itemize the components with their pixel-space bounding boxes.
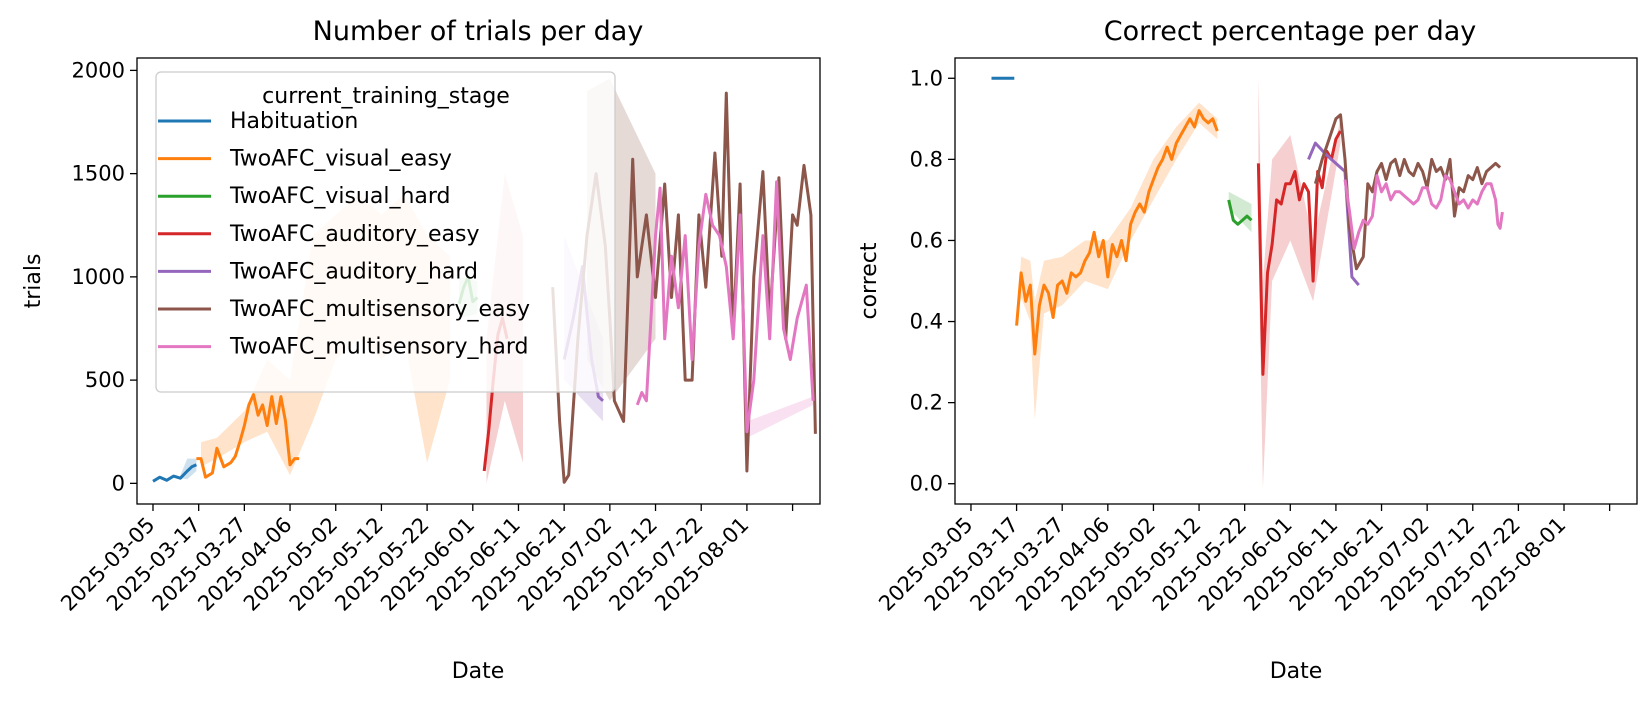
x-axis-label: Date [452,659,505,684]
y-tick-label: 0 [112,471,125,495]
series-line-twoafc-multisensory-easy [1313,113,1502,271]
chart-title: Number of trials per day [313,16,644,47]
y-tick-label: 500 [85,368,125,392]
y-tick-label: 0.0 [910,472,943,496]
y-axis-ticks: 0 500 1000 1500 2000 [72,58,137,495]
legend: current_training_stage Habituation TwoAFC… [155,71,616,393]
plot-frame [136,57,821,505]
band-twoafc-auditory-easy [1258,78,1341,488]
legend-label: TwoAFC_multisensory_hard [229,335,529,360]
legend-label: TwoAFC_auditory_hard [229,259,478,284]
plot-frame [954,57,1638,505]
legend-label: TwoAFC_visual_hard [229,184,451,209]
series-line-twoafc-auditory-easy [1256,130,1342,376]
y-tick-label: 0.8 [910,147,943,171]
series-line-twoafc-visual-easy [196,393,300,479]
chart-title: Correct percentage per day [1104,16,1477,47]
x-axis-ticks: 2025-03-052025-03-172025-03-272025-04-06… [56,504,794,616]
trials-chart: Number of trials per day 0 500 1000 1500 200… [21,16,821,684]
y-axis-ticks: 0.0 0.2 0.4 0.6 0.8 1.0 [910,66,955,496]
legend-label: TwoAFC_visual_easy [229,147,452,172]
band-twoafc-multisensory-hard [746,396,814,438]
y-axis-label: trials [21,254,46,309]
series-line-twoafc-multisensory-hard [1343,174,1504,251]
x-axis-label: Date [1270,659,1323,684]
y-axis-label: correct [857,242,882,319]
legend-label: Habituation [230,109,358,134]
legend-box [155,71,616,393]
band-twoafc-visual-hard [1228,191,1252,233]
legend-label: TwoAFC_multisensory_easy [229,297,530,322]
x-axis-ticks: 2025-03-052025-03-172025-03-272025-04-06… [874,504,1611,616]
legend-label: TwoAFC_auditory_easy [229,222,479,247]
series-line-twoafc-visual-hard [1227,199,1253,226]
confidence-bands [1016,78,1341,488]
y-tick-label: 1.0 [910,66,943,90]
band-twoafc-visual-easy [1016,102,1218,419]
y-tick-label: 0.6 [910,228,943,252]
y-tick-label: 0.2 [910,391,943,415]
series-line-twoafc-multisensory-hard [635,180,815,434]
series-line-habituation [152,463,197,483]
y-tick-label: 2000 [72,58,125,82]
series-lines [991,76,1504,376]
series-line-twoafc-auditory-hard [1307,141,1360,287]
y-tick-label: 1500 [72,162,125,186]
legend-title: current_training_stage [262,84,510,109]
legend-items: Habituation TwoAFC_visual_easy TwoAFC_visu… [158,109,530,360]
correct-chart: Correct percentage per day 0.00.20.40.60… [857,16,1638,684]
series-line-twoafc-visual-easy [1015,109,1219,356]
y-tick-label: 1000 [72,265,125,289]
y-tick-label: 0.4 [910,310,943,334]
